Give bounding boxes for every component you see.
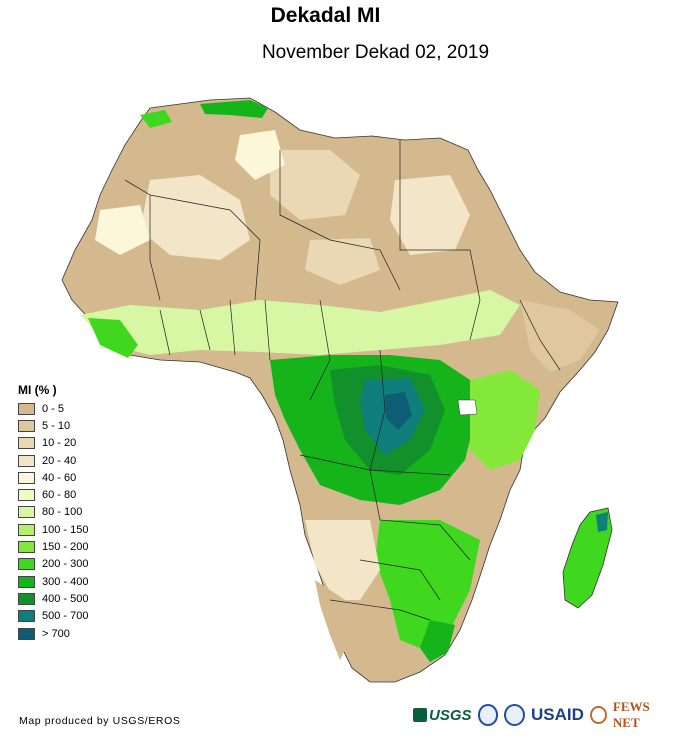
sahel-band bbox=[80, 290, 520, 355]
legend-title: MI (% ) bbox=[18, 383, 57, 397]
legend-label: 150 - 200 bbox=[42, 541, 89, 554]
southern-light bbox=[305, 520, 380, 600]
legend-label: 300 - 400 bbox=[42, 575, 89, 588]
legend-label: 200 - 300 bbox=[42, 558, 89, 571]
legend-label: 40 - 60 bbox=[42, 471, 77, 484]
fews-net-logo: FEWS NET bbox=[612, 699, 650, 730]
usaid-logo: USAID bbox=[530, 705, 584, 724]
legend-swatch bbox=[18, 419, 35, 432]
map-credit: Map produced by USGS/EROS bbox=[19, 715, 181, 727]
legend-item: 150 - 200 bbox=[18, 538, 88, 555]
legend-label: 80 - 100 bbox=[42, 506, 83, 519]
legend-item: 200 - 300 bbox=[18, 556, 88, 573]
horn-patch bbox=[520, 300, 600, 372]
country-borders bbox=[124, 140, 561, 621]
southern-green bbox=[375, 520, 480, 650]
legend-swatch bbox=[18, 471, 35, 484]
legend-label: 0 - 5 bbox=[42, 402, 65, 415]
maghreb-coast bbox=[140, 110, 172, 128]
legend-item: 80 - 100 bbox=[18, 504, 88, 521]
legend-swatch bbox=[18, 402, 35, 415]
legend-item: 10 - 20 bbox=[18, 435, 88, 452]
legend-swatch bbox=[18, 558, 35, 571]
legend-label: 100 - 150 bbox=[42, 523, 89, 536]
legend-swatch bbox=[18, 506, 35, 519]
legend-swatch bbox=[18, 489, 35, 502]
map-title: Dekadal MI bbox=[270, 4, 381, 27]
usgs-logo: USGS bbox=[413, 707, 472, 724]
legend-swatch bbox=[18, 523, 35, 536]
madagascar bbox=[562, 507, 613, 609]
legend-swatch bbox=[18, 592, 35, 605]
legend-item: 100 - 150 bbox=[18, 521, 88, 538]
lake-victoria bbox=[457, 399, 478, 416]
legend-swatch bbox=[18, 437, 35, 450]
legend-label: 500 - 700 bbox=[42, 610, 89, 623]
legend-item: 300 - 400 bbox=[18, 573, 88, 590]
legend-item: > 700 bbox=[18, 625, 88, 642]
legend-item: 20 - 40 bbox=[18, 452, 88, 469]
legend-swatch bbox=[18, 575, 35, 588]
west-coast-green bbox=[88, 318, 138, 358]
map-subtitle: November Dekad 02, 2019 bbox=[261, 42, 490, 63]
legend-label: 400 - 500 bbox=[42, 592, 89, 605]
namib bbox=[315, 580, 350, 660]
legend-label: > 700 bbox=[42, 627, 70, 640]
legend-label: 10 - 20 bbox=[42, 437, 77, 450]
sahara-light-patch bbox=[270, 150, 360, 220]
sahara-light-patch bbox=[95, 205, 150, 255]
legend-swatch bbox=[18, 627, 35, 640]
legend-label: 5 - 10 bbox=[42, 419, 71, 432]
south-africa-green bbox=[420, 620, 455, 662]
legend-label: 60 - 80 bbox=[42, 489, 77, 502]
usgs-mark-icon bbox=[413, 708, 427, 722]
legend-item: 500 - 700 bbox=[18, 608, 88, 625]
legend-swatch bbox=[18, 454, 35, 467]
legend-swatch bbox=[18, 541, 35, 554]
legend-item: 5 - 10 bbox=[18, 417, 88, 434]
sahara-light-patch bbox=[390, 175, 470, 255]
sahara-light-patch bbox=[305, 238, 380, 285]
madagascar-wet bbox=[596, 512, 608, 532]
legend-swatch bbox=[18, 610, 35, 623]
legend-item: 400 - 500 bbox=[18, 590, 88, 607]
noaa-logo-icon bbox=[477, 704, 499, 726]
usaid-seal-icon bbox=[504, 704, 525, 726]
maghreb-coast bbox=[200, 100, 268, 118]
legend-label: 20 - 40 bbox=[42, 454, 77, 467]
congo-max bbox=[385, 392, 412, 430]
legend-item: 0 - 5 bbox=[18, 400, 88, 417]
legend-item: 60 - 80 bbox=[18, 486, 88, 503]
legend-item: 40 - 60 bbox=[18, 469, 88, 486]
partner-logos: USGS USAID FEWS NET bbox=[413, 699, 675, 730]
legend: MI (% ) 0 - 5 5 - 10 10 - 20 20 - 40 40 - 60… bbox=[18, 383, 88, 642]
sahara-light-patch bbox=[140, 175, 250, 260]
east-africa-green bbox=[470, 370, 540, 470]
sahara-light-patch bbox=[235, 130, 285, 180]
fews-net-ring-icon bbox=[589, 706, 607, 724]
